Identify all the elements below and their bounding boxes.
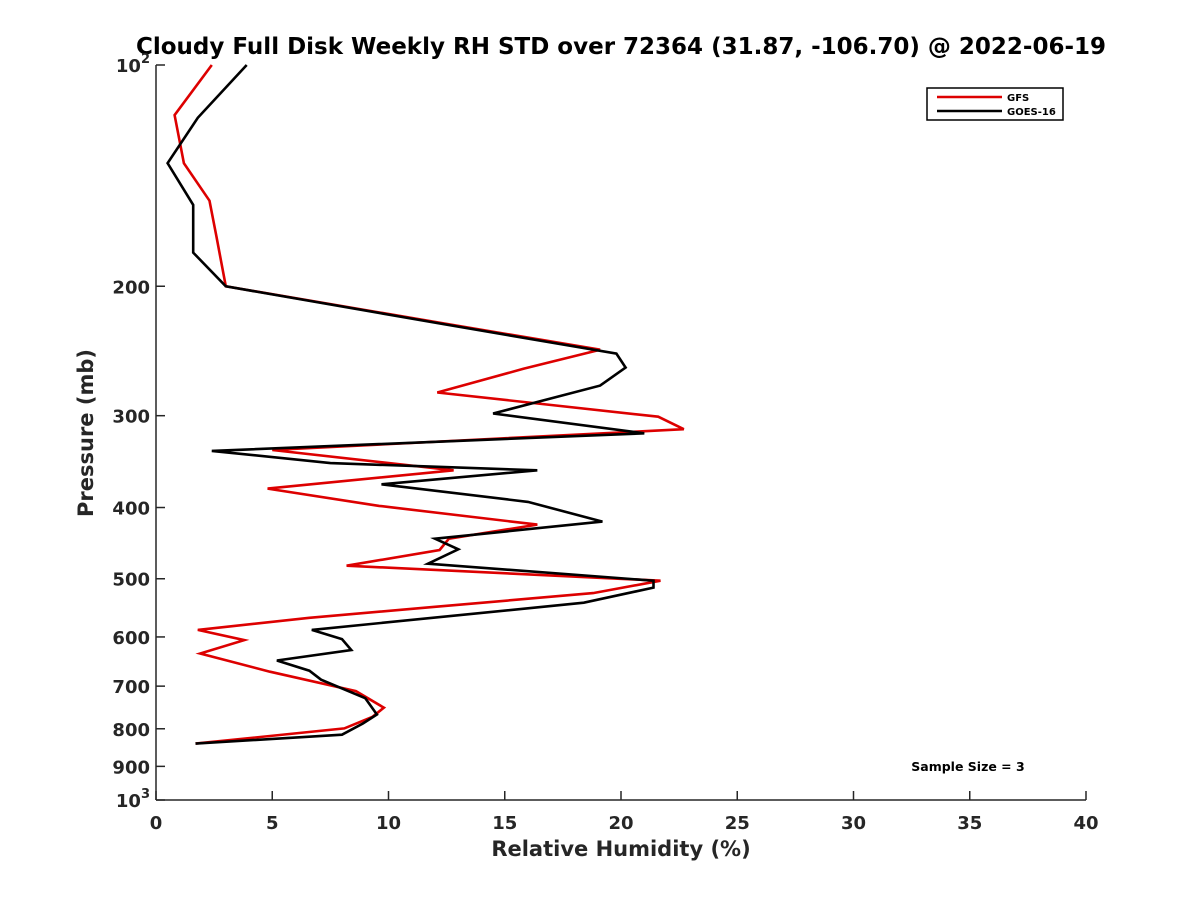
y-axis-label: Pressure (mb) <box>74 349 98 517</box>
plot-lines <box>166 64 685 745</box>
y-axis-ticks: 102 200 300 400 500 600 700 800 900 103 <box>112 52 165 812</box>
legend: GFS GOES-16 <box>926 87 1064 121</box>
x-tick-label: 40 <box>1073 813 1098 834</box>
x-tick-label: 30 <box>841 813 866 834</box>
x-tick-label: 35 <box>957 813 982 834</box>
y-tick-label: 103 <box>116 787 150 812</box>
x-tick-label: 10 <box>376 813 401 834</box>
y-tick-label: 102 <box>116 52 150 77</box>
x-tick-label: 20 <box>608 813 633 834</box>
y-tick-label: 800 <box>112 720 150 741</box>
sample-size-annotation: Sample Size = 3 <box>911 759 1024 774</box>
y-tick-label: 600 <box>112 628 150 649</box>
series-line-goes-16 <box>166 64 655 745</box>
y-tick-label: 500 <box>112 570 150 591</box>
chart-title: Cloudy Full Disk Weekly RH STD over 7236… <box>136 34 1106 60</box>
legend-label-goes-16: GOES-16 <box>1007 107 1056 118</box>
y-tick-label: 700 <box>112 677 150 698</box>
y-tick-label: 300 <box>112 407 150 428</box>
y-tick-label: 900 <box>112 757 150 778</box>
x-tick-label: 5 <box>266 813 279 834</box>
y-tick-label: 400 <box>112 499 150 520</box>
y-tick-label: 200 <box>112 277 150 298</box>
x-axis-label: Relative Humidity (%) <box>491 837 750 861</box>
legend-box <box>926 87 1064 121</box>
x-tick-label: 15 <box>492 813 517 834</box>
x-tick-label: 25 <box>725 813 750 834</box>
x-tick-label: 0 <box>150 813 163 834</box>
x-axis-ticks: 0 5 10 15 20 25 30 35 40 <box>150 791 1099 834</box>
legend-label-gfs: GFS <box>1007 93 1029 104</box>
